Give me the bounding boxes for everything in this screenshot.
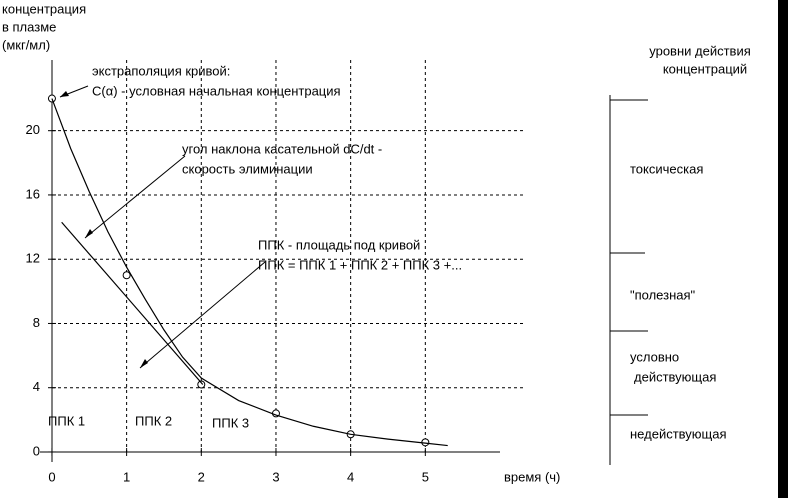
annotation: ППК = ППК 1 + ППК 2 + ППК 3 +... [258, 257, 462, 272]
curve [51, 98, 448, 447]
y-tick-label: 16 [26, 186, 40, 201]
arrow-head [85, 229, 93, 238]
levels-title: уровни действия [649, 43, 751, 58]
x-tick-label: 0 [48, 469, 55, 484]
data-point [197, 380, 206, 389]
y-tick-label: 4 [33, 379, 40, 394]
level-label: токсическая [630, 161, 703, 176]
y-tick-label: 20 [26, 122, 40, 137]
y-axis-label: (мкг/мл) [2, 37, 50, 52]
arrow-head [60, 91, 69, 97]
x-tick-label: 1 [123, 469, 130, 484]
levels-title: концентраций [663, 61, 747, 76]
level-label: условно [630, 349, 679, 364]
annotation: ППК 3 [212, 415, 249, 430]
y-tick-label: 0 [33, 443, 40, 458]
level-label: "полезная" [630, 287, 696, 302]
x-tick-label: 4 [347, 469, 354, 484]
y-tick-label: 8 [33, 315, 40, 330]
arrow-head [140, 359, 148, 368]
x-tick-label: 5 [422, 469, 429, 484]
x-tick-label: 2 [198, 469, 205, 484]
y-axis-label: в плазме [2, 19, 56, 34]
level-label: действующая [634, 369, 716, 384]
annotation: ППК - площадь под кривой [258, 237, 420, 252]
annotation: ППК 2 [135, 413, 172, 428]
annotation: угол наклона касательной dC/dt - [182, 141, 382, 156]
curve [61, 221, 204, 385]
level-label: недействующая [630, 426, 727, 441]
annotation: С(α) - условная начальная концентрация [92, 83, 341, 98]
annotation: скорость элиминации [182, 161, 313, 176]
x-axis-label: время (ч) [504, 469, 560, 484]
y-axis-label: концентрация [2, 1, 86, 16]
y-tick-label: 12 [26, 251, 40, 266]
annotation: экстраполяция кривой: [92, 63, 230, 78]
annotation: ППК 1 [48, 413, 85, 428]
arrow [139, 261, 266, 369]
x-tick-label: 3 [272, 469, 279, 484]
edge-bar [778, 0, 788, 498]
arrow [84, 155, 186, 239]
data-point [122, 271, 131, 280]
